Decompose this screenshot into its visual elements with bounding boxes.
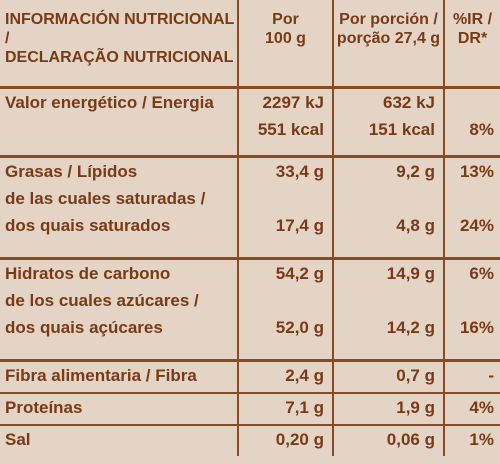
header-portion-line2: porção 27,4 g — [336, 30, 441, 47]
fibre-label: Fibra alimentaria / Fibra — [5, 366, 197, 385]
sugars-label-es: de los cuales azúcares / — [5, 291, 199, 310]
fibre-ri: - — [488, 366, 494, 385]
saturates-per100: 17,4 g — [275, 216, 324, 235]
sugars-ri: 16% — [459, 318, 494, 337]
sugars-per100: 52,0 g — [275, 318, 324, 337]
carb-portion: 14,9 g — [386, 264, 435, 283]
fibre-portion-cell: 0,7 g — [333, 360, 445, 394]
saturates-ri: 24% — [459, 216, 494, 235]
energy-label: Valor energético / Energia — [5, 93, 214, 112]
fat-ri-cell: 13% 24% — [444, 156, 500, 260]
salt-label: Sal — [5, 430, 31, 449]
table-row-fibre: Fibra alimentaria / Fibra 2,4 g 0,7 g - — [0, 360, 500, 394]
carb-per100: 54,2 g — [275, 264, 324, 283]
energy-per100-kj: 2297 kJ — [262, 93, 324, 112]
header-per100-line2: 100 g — [265, 30, 306, 47]
salt-ri: 1% — [469, 430, 494, 449]
fat-per100-cell: 33,4 g 17,4 g — [238, 156, 334, 260]
energy-portion-cell: 632 kJ 151 kcal — [333, 87, 445, 158]
energy-per100-kcal: 551 kcal — [257, 120, 324, 139]
carb-ri: 6% — [469, 264, 494, 283]
header-row: INFORMACIÓN NUTRICIONAL / DECLARAÇÃO NUT… — [0, 0, 500, 89]
fibre-portion: 0,7 g — [396, 366, 435, 385]
salt-label-cell: Sal — [0, 425, 239, 456]
protein-portion: 1,9 g — [396, 398, 435, 417]
table-row-carbohydrate: Hidratos de carbono de los cuales azúcar… — [0, 258, 500, 362]
table-row-fat: Grasas / Lípidos de las cuales saturadas… — [0, 156, 500, 260]
energy-portion-kcal: 151 kcal — [368, 120, 435, 139]
header-portion-line1: Por porción / — [339, 11, 438, 28]
salt-ri-cell: 1% — [444, 425, 500, 456]
salt-per100-cell: 0,20 g — [238, 425, 334, 456]
fibre-per100-cell: 2,4 g — [238, 360, 334, 394]
energy-ri: 8% — [469, 120, 494, 139]
fibre-ri-cell: - — [444, 360, 500, 394]
sugars-label-pt: dos quais açúcares — [5, 318, 163, 337]
salt-portion-cell: 0,06 g — [333, 425, 445, 456]
protein-label-cell: Proteínas — [0, 393, 239, 426]
header-ri-column: %IR / DR* — [444, 0, 500, 89]
saturates-label-pt: dos quais saturados — [5, 216, 171, 235]
energy-ri-cell: 8% — [444, 87, 500, 158]
protein-portion-cell: 1,9 g — [333, 393, 445, 426]
protein-label: Proteínas — [5, 398, 83, 417]
fat-portion-cell: 9,2 g 4,8 g — [333, 156, 445, 260]
carb-per100-cell: 54,2 g 52,0 g — [238, 258, 334, 362]
header-ri-line1: %IR / — [452, 11, 493, 28]
fat-label: Grasas / Lípidos — [5, 162, 138, 181]
fat-portion: 9,2 g — [396, 162, 435, 181]
fat-per100: 33,4 g — [275, 162, 324, 181]
carb-ri-cell: 6% 16% — [444, 258, 500, 362]
salt-portion: 0,06 g — [386, 430, 435, 449]
carb-label-cell: Hidratos de carbono de los cuales azúcar… — [0, 258, 239, 362]
header-per100-column: Por 100 g — [238, 0, 334, 89]
fat-label-cell: Grasas / Lípidos de las cuales saturadas… — [0, 156, 239, 260]
energy-label-cell: Valor energético / Energia — [0, 87, 239, 158]
header-title-pt: DECLARAÇÃO NUTRICIONAL — [5, 49, 234, 66]
table-row-salt: Sal 0,20 g 0,06 g 1% — [0, 425, 500, 456]
energy-portion-kj: 632 kJ — [383, 93, 435, 112]
protein-per100: 7,1 g — [285, 398, 324, 417]
header-portion-column: Por porción / porção 27,4 g — [333, 0, 445, 89]
carb-portion-cell: 14,9 g 14,2 g — [333, 258, 445, 362]
energy-per100-cell: 2297 kJ 551 kcal — [238, 87, 334, 158]
protein-ri-cell: 4% — [444, 393, 500, 426]
saturates-portion: 4,8 g — [396, 216, 435, 235]
fibre-label-cell: Fibra alimentaria / Fibra — [0, 360, 239, 394]
carb-label: Hidratos de carbono — [5, 264, 171, 283]
table-row-energy: Valor energético / Energia 2297 kJ 551 k… — [0, 87, 500, 158]
fibre-per100: 2,4 g — [285, 366, 324, 385]
fat-ri: 13% — [459, 162, 494, 181]
saturates-label-es: de las cuales saturadas / — [5, 189, 206, 208]
header-nutrient-column: INFORMACIÓN NUTRICIONAL / DECLARAÇÃO NUT… — [0, 0, 239, 89]
table-row-protein: Proteínas 7,1 g 1,9 g 4% — [0, 393, 500, 426]
sugars-portion: 14,2 g — [386, 318, 435, 337]
header-ri-line2: DR* — [457, 30, 488, 47]
salt-per100: 0,20 g — [275, 430, 324, 449]
protein-ri: 4% — [469, 398, 494, 417]
protein-per100-cell: 7,1 g — [238, 393, 334, 426]
header-per100-line1: Por — [272, 11, 299, 28]
header-title-es: INFORMACIÓN NUTRICIONAL / — [5, 11, 235, 47]
